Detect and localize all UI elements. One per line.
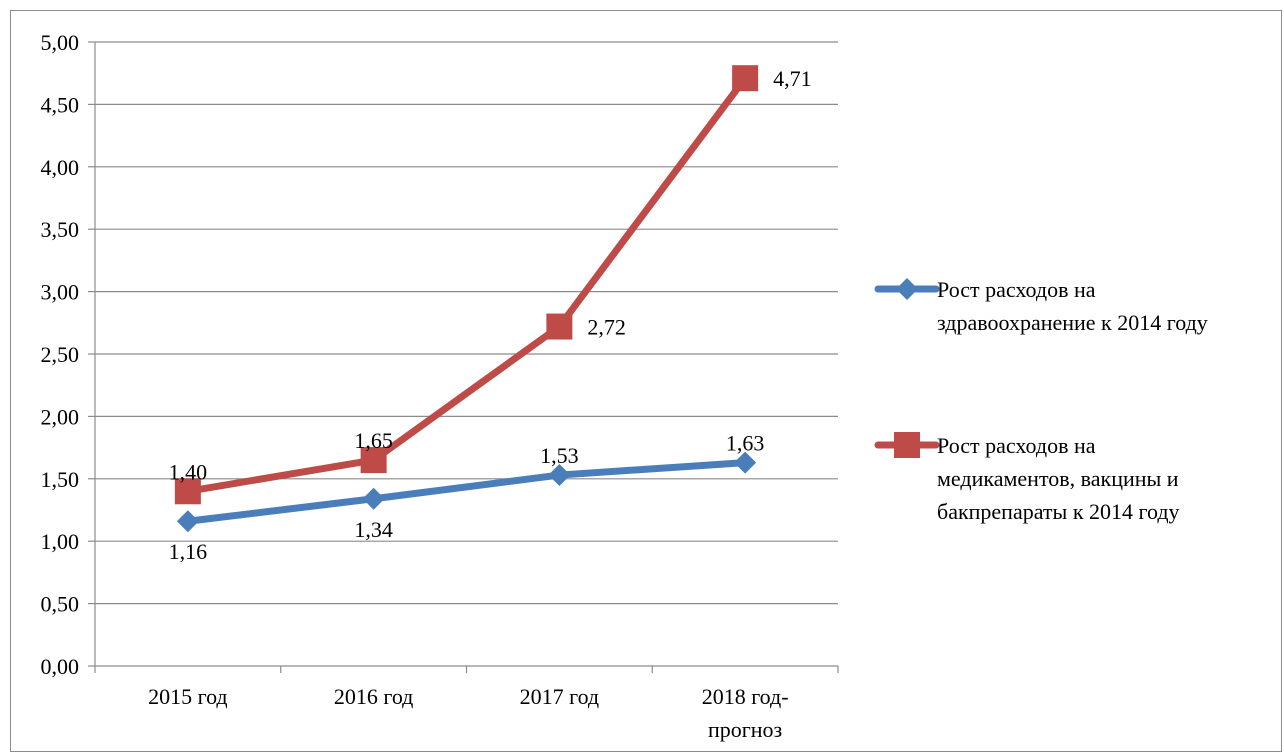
y-tick-label: 0,00: [41, 654, 80, 679]
data-point: [546, 313, 573, 340]
data-label: 1,53: [540, 443, 579, 468]
data-label: 1,63: [726, 431, 765, 456]
series-line: [184, 459, 749, 525]
data-point: [362, 487, 385, 510]
legend-label: Рост расходов на здравоохранение к 2014 г…: [937, 277, 1208, 335]
data-label: 1,16: [169, 539, 208, 564]
legend-marker: [894, 432, 920, 458]
x-tick-label: 2015 год: [148, 684, 228, 709]
data-label: 4,71: [773, 66, 812, 91]
y-tick-label: 2,50: [41, 342, 80, 367]
x-tick-label: 2018 год-прогноз: [702, 684, 789, 742]
data-label: 1,34: [354, 517, 393, 542]
y-tick-label: 1,50: [41, 467, 80, 492]
data-label: 1,40: [169, 459, 208, 484]
series-line: [184, 74, 749, 495]
data-point: [548, 464, 571, 487]
data-point: [732, 65, 759, 92]
y-tick-label: 5,00: [41, 30, 80, 55]
data-label: 2,72: [587, 315, 626, 340]
data-point: [174, 478, 201, 505]
chart-area: [10, 10, 1282, 752]
data-point: [176, 510, 199, 533]
legend-marker: [896, 278, 918, 300]
x-tick-label: 2017 год: [520, 684, 600, 709]
y-tick-label: 4,00: [41, 155, 80, 180]
data-label: 1,65: [354, 428, 393, 453]
y-tick-label: 4,50: [41, 92, 80, 117]
data-point: [360, 447, 387, 474]
y-tick-label: 0,50: [41, 592, 80, 617]
x-tick-label: 2016 год: [334, 684, 414, 709]
y-tick-label: 3,00: [41, 280, 80, 305]
y-tick-label: 1,00: [41, 529, 80, 554]
data-point: [734, 451, 757, 474]
y-tick-label: 3,50: [41, 217, 80, 242]
y-tick-label: 2,00: [41, 404, 80, 429]
